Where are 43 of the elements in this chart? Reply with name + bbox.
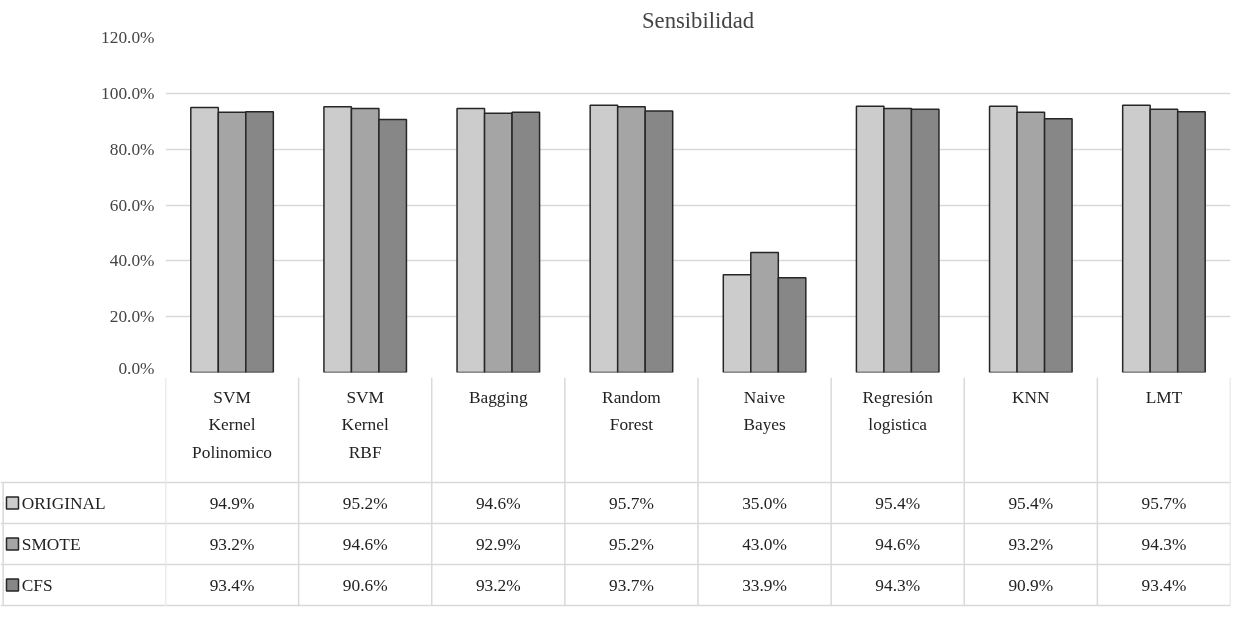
y-tick-label: 20.0%: [109, 307, 155, 327]
x-tick-label: Bagging: [468, 387, 529, 407]
data-label: 95.2%: [609, 534, 654, 554]
data-label: 93.7%: [609, 575, 654, 595]
data-label: 35.0%: [742, 493, 787, 513]
x-tick-label: SVM Kernel RBF: [341, 387, 389, 462]
x-tick-label: KNN: [1012, 387, 1051, 407]
data-label: 94.3%: [1141, 534, 1187, 554]
x-tick-label: LMT: [1145, 387, 1183, 407]
data-label: 94.6%: [475, 493, 521, 513]
legend-label: SMOTE: [21, 534, 81, 554]
y-tick-label: 60.0%: [109, 195, 155, 215]
data-label: 95.4%: [1008, 493, 1054, 513]
data-label: 95.4%: [875, 493, 921, 513]
data-label: 94.9%: [209, 493, 255, 513]
y-tick-label: 0.0%: [118, 358, 155, 378]
data-label: 95.7%: [609, 493, 654, 513]
y-tick-label: 120.0%: [101, 28, 155, 47]
data-label: 93.4%: [209, 575, 255, 595]
chart-title: Sensibilidad: [641, 7, 755, 33]
y-tick-label: 100.0%: [101, 83, 155, 103]
x-tick-label: Naive Bayes: [743, 387, 786, 435]
x-tick-label: SVM Kernel Polinomico: [192, 387, 273, 462]
x-tick-label: Regresión logistica: [862, 387, 934, 435]
y-tick-label: 80.0%: [109, 139, 155, 159]
data-label: 94.3%: [875, 575, 921, 595]
x-tick-label: Random Forest: [602, 387, 662, 435]
data-label: 95.7%: [1141, 493, 1187, 513]
legend-label: ORIGINAL: [21, 493, 106, 513]
data-label: 93.4%: [1141, 575, 1187, 595]
data-label: 33.9%: [742, 575, 787, 595]
data-label: 94.6%: [342, 534, 388, 554]
data-label: 95.2%: [342, 493, 388, 513]
legend-label: CFS: [21, 575, 53, 595]
data-label: 93.2%: [475, 575, 521, 595]
data-label: 43.0%: [742, 534, 787, 554]
data-label: 90.9%: [1008, 575, 1054, 595]
data-label: 94.6%: [875, 534, 921, 554]
y-tick-label: 40.0%: [109, 251, 155, 271]
data-label: 93.2%: [209, 534, 255, 554]
data-label: 93.2%: [1008, 534, 1054, 554]
data-label: 92.9%: [475, 534, 521, 554]
data-label: 90.6%: [342, 575, 388, 595]
